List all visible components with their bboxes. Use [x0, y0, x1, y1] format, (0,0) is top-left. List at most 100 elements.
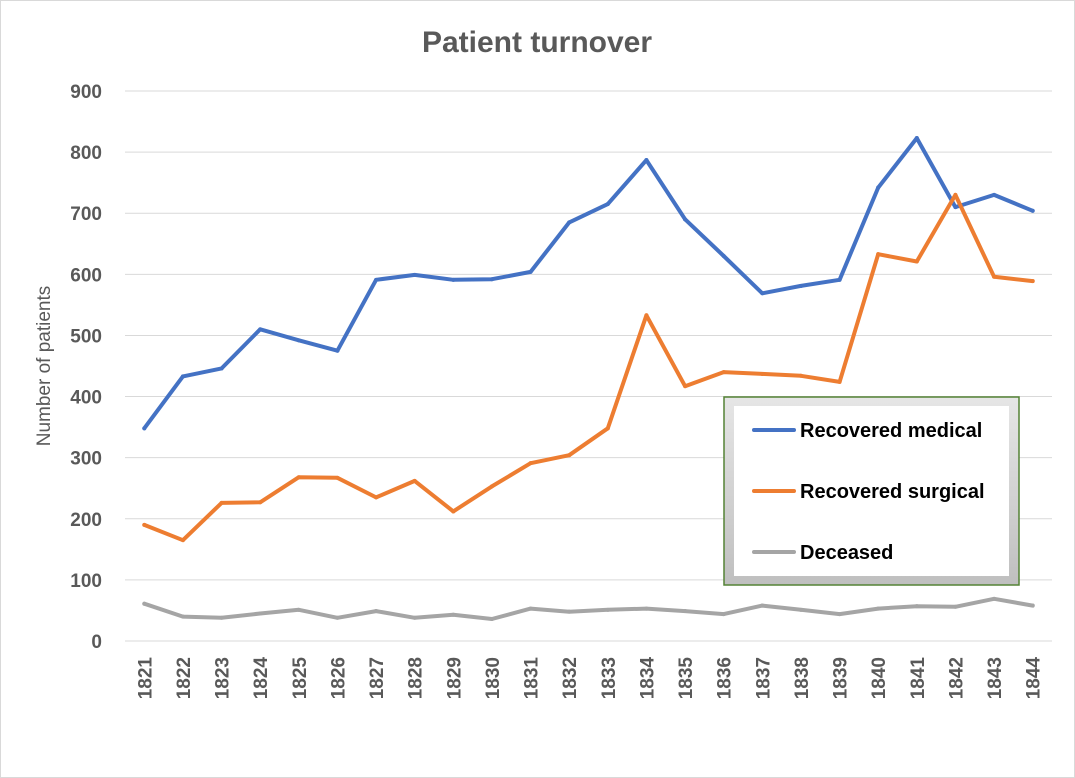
x-tick-label: 1822: [174, 657, 195, 699]
data-point: [953, 604, 958, 609]
data-point: [335, 475, 340, 480]
series-line-2: [142, 596, 1035, 621]
x-tick-label: 1840: [869, 657, 890, 699]
data-point: [837, 379, 842, 384]
legend-label: Recovered surgical: [800, 481, 985, 503]
data-point: [798, 373, 803, 378]
y-tick-label: 700: [70, 204, 102, 225]
data-point: [528, 606, 533, 611]
data-point: [412, 615, 417, 620]
y-tick-label: 800: [70, 143, 102, 164]
y-tick-label: 0: [91, 632, 102, 653]
x-tick-label: 1824: [251, 657, 272, 700]
data-point: [451, 612, 456, 617]
data-point: [528, 269, 533, 274]
data-point: [1030, 208, 1035, 213]
data-point: [914, 259, 919, 264]
x-tick-label: 1834: [637, 657, 658, 700]
data-point: [605, 426, 610, 431]
legend-items: Recovered medical Recovered surgical Decea…: [752, 420, 985, 564]
data-point: [180, 374, 185, 379]
data-point: [1030, 279, 1035, 284]
data-point: [219, 366, 224, 371]
gridlines: [125, 90, 1052, 642]
series-line-1: [142, 192, 1035, 543]
data-point: [721, 370, 726, 375]
y-tick-label: 500: [70, 326, 102, 347]
x-axis-ticks: 1821 1822 1823 1824 1825 1826 1827 1828 1829 1830…: [135, 657, 1044, 700]
data-point: [489, 484, 494, 489]
data-point: [489, 277, 494, 282]
x-tick-label: 1830: [483, 657, 504, 699]
x-tick-label: 1823: [213, 657, 234, 699]
x-tick-label: 1828: [406, 657, 427, 699]
x-tick-label: 1829: [444, 657, 465, 699]
legend: Recovered medical Recovered surgical Decea…: [723, 396, 1020, 586]
data-point: [760, 291, 765, 296]
x-tick-label: 1831: [522, 657, 543, 700]
data-point: [296, 338, 301, 343]
data-point: [567, 453, 572, 458]
data-point: [992, 596, 997, 601]
x-tick-label: 1833: [599, 657, 620, 699]
data-point: [914, 136, 919, 141]
y-tick-label: 200: [70, 510, 102, 531]
y-tick-label: 100: [70, 571, 102, 592]
x-tick-label: 1821: [135, 657, 156, 700]
x-tick-label: 1839: [831, 657, 852, 699]
legend-label: Deceased: [800, 542, 893, 564]
y-axis-title: Number of patients: [34, 286, 55, 447]
data-point: [296, 607, 301, 612]
data-point: [1030, 603, 1035, 608]
data-point: [296, 475, 301, 480]
data-point: [605, 607, 610, 612]
series-line-0: [142, 136, 1035, 431]
data-point: [374, 495, 379, 500]
y-tick-label: 600: [70, 265, 102, 286]
data-point: [374, 609, 379, 614]
data-point: [258, 611, 263, 616]
data-point: [760, 371, 765, 376]
data-point: [876, 185, 881, 190]
y-tick-label: 400: [70, 388, 102, 409]
x-tick-label: 1841: [908, 657, 929, 700]
data-point: [489, 617, 494, 621]
data-point: [683, 609, 688, 614]
x-tick-label: 1842: [946, 657, 967, 699]
x-tick-label: 1825: [290, 657, 311, 700]
data-point: [142, 601, 147, 606]
data-point: [605, 202, 610, 207]
data-point: [876, 252, 881, 257]
data-point: [953, 205, 958, 210]
data-point: [837, 277, 842, 282]
data-point: [412, 272, 417, 277]
data-point: [798, 283, 803, 288]
chart-title: Patient turnover: [422, 26, 652, 59]
data-point: [451, 509, 456, 514]
data-point: [219, 615, 224, 620]
x-tick-label: 1826: [328, 657, 349, 699]
data-point: [837, 612, 842, 617]
data-point: [180, 614, 185, 619]
x-tick-label: 1836: [715, 657, 736, 699]
y-tick-label: 900: [70, 82, 102, 103]
x-tick-label: 1835: [676, 657, 697, 700]
data-point: [683, 217, 688, 222]
series-lines: [142, 136, 1035, 621]
data-point: [258, 500, 263, 505]
data-point: [876, 606, 881, 611]
data-point: [798, 607, 803, 612]
data-point: [644, 313, 649, 318]
data-point: [219, 500, 224, 505]
data-point: [953, 192, 958, 197]
y-axis-ticks: 0 100 200 300 400 500 600 700 800 900: [70, 82, 102, 653]
data-point: [528, 461, 533, 466]
data-point: [567, 609, 572, 614]
x-tick-label: 1838: [792, 657, 813, 699]
data-point: [567, 220, 572, 225]
x-tick-label: 1832: [560, 657, 581, 699]
legend-label: Recovered medical: [800, 420, 982, 442]
x-tick-label: 1843: [985, 657, 1006, 699]
data-point: [335, 615, 340, 620]
